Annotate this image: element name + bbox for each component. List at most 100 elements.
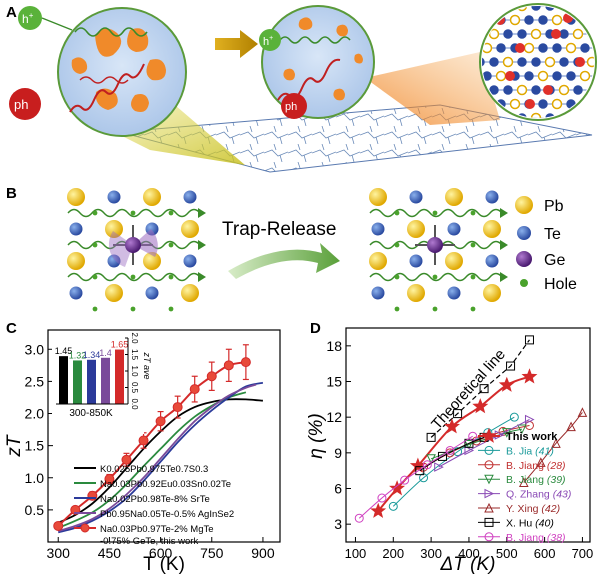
te-atom <box>545 6 555 11</box>
pb-atom <box>544 56 556 68</box>
series-line <box>523 412 583 483</box>
cone-2 <box>365 52 500 125</box>
te-atom <box>552 43 562 53</box>
te-atom <box>580 43 590 53</box>
x-tick-label: 600 <box>149 545 173 561</box>
legend-b: Pb Te Ge Hole <box>515 196 577 293</box>
inset-y-tick-label: 0.0 <box>130 398 139 410</box>
data-point <box>240 357 251 368</box>
te-atom <box>573 85 583 95</box>
pb-atom <box>369 188 387 206</box>
te-atom <box>559 29 569 39</box>
data-point <box>370 502 387 518</box>
pb-atom <box>565 42 577 54</box>
te-atom <box>552 71 562 81</box>
x-tick-label: 600 <box>534 546 556 561</box>
y-tick-label: 18 <box>326 338 342 354</box>
phonon-label-1: ph <box>14 97 28 112</box>
te-atom <box>587 113 594 118</box>
data-point <box>509 412 519 422</box>
hole-dot <box>432 306 438 312</box>
pb-atom <box>579 70 591 82</box>
data-point <box>155 416 166 427</box>
te-atom <box>447 286 461 300</box>
panel-a-illustration: h+ ph h+ ph <box>9 3 597 173</box>
hole-wave-1 <box>74 27 148 37</box>
pb-atom <box>530 112 542 118</box>
te-atom <box>485 254 499 268</box>
hole-dot <box>432 274 438 280</box>
te-atom <box>587 6 594 11</box>
te-atom <box>503 85 513 95</box>
pb-atom <box>483 220 501 238</box>
data-point <box>389 480 406 496</box>
theoretical-line-label: Theoretical line <box>428 346 509 433</box>
series-line <box>419 436 485 472</box>
te-atom <box>524 15 534 25</box>
pb-atom <box>181 284 199 302</box>
pb-atom <box>67 188 85 206</box>
trap-release-label: Trap-Release <box>222 219 336 240</box>
data-point <box>400 475 410 485</box>
pb-atom <box>586 56 594 68</box>
legend-te-label: Te <box>544 226 561 243</box>
pb-atom <box>181 220 199 238</box>
te-atom <box>531 85 541 95</box>
te-atom <box>489 57 499 67</box>
zoom-circle-1 <box>57 7 187 137</box>
te-atom <box>482 57 485 67</box>
te-atom <box>489 6 499 11</box>
data-point <box>445 445 455 455</box>
panel-a-label: A <box>6 4 17 21</box>
data-point <box>536 457 546 467</box>
data-point <box>377 493 387 503</box>
te-atom <box>538 99 548 109</box>
red-atom <box>515 43 525 53</box>
data-point <box>551 438 561 448</box>
hole-dot <box>432 210 438 216</box>
pb-atom <box>407 284 425 302</box>
legend-label: Na0.03Pb0.92Eu0.03Sn0.02Te <box>100 479 231 490</box>
trap-release-arrow <box>228 243 340 279</box>
hole-dot <box>394 306 400 312</box>
x-tick-label: 500 <box>496 546 518 561</box>
x-tick-label: 900 <box>251 545 275 561</box>
inset-bar-label: 1.45 <box>55 346 73 356</box>
legend-label: B. Jiang (39) <box>506 474 566 486</box>
pb-atom <box>105 284 123 302</box>
legend-label: K0.025Pb0.975Te0.7S0.3 <box>100 464 208 475</box>
data-point <box>104 474 115 485</box>
data-point <box>464 445 475 456</box>
legend-marker <box>484 488 495 499</box>
te-atom <box>524 71 534 81</box>
te-atom <box>489 85 499 95</box>
lattice-right <box>369 188 508 312</box>
te-atom <box>538 43 548 53</box>
theory-point <box>524 335 534 345</box>
trap-field <box>133 229 158 257</box>
hole-dot <box>92 274 98 280</box>
panel-b-illustration: Trap-Release Pb Te Ge Hole <box>67 188 577 312</box>
hole-dot <box>394 242 400 248</box>
data-point <box>206 371 217 382</box>
te-atom <box>503 29 513 39</box>
pb-atom <box>143 188 161 206</box>
te-atom <box>409 254 423 268</box>
y-tick-label: 15 <box>326 374 342 390</box>
phonon-wave-1 <box>69 63 145 113</box>
legend-label: B. Jia (41) <box>506 445 554 457</box>
te-atom <box>545 113 555 118</box>
x-tick-label: 100 <box>345 546 367 561</box>
data-point <box>138 435 149 446</box>
x-tick-label: 700 <box>572 546 594 561</box>
legend-label: Y. Xing (42) <box>506 503 560 515</box>
data-point <box>498 376 515 392</box>
te-atom <box>559 57 569 67</box>
x-tick-label: 300 <box>47 545 71 561</box>
inset-y-label: zT ave <box>142 351 152 379</box>
data-point <box>415 466 425 476</box>
data-point <box>524 414 535 425</box>
data-point <box>472 398 489 414</box>
te-atom <box>69 286 83 300</box>
pb-atom <box>445 188 463 206</box>
